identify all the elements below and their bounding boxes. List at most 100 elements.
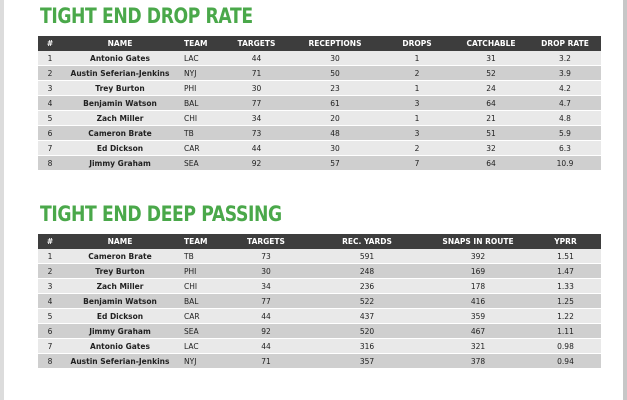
cell-drops: 1	[381, 80, 453, 96]
cell-yprr: 1.33	[530, 278, 601, 294]
cell-yprr: 1.47	[530, 263, 601, 279]
table-row: 5 Zach Miller CHI 34 20 1 21 4.8	[38, 110, 601, 126]
cell-rank: 2	[38, 263, 62, 279]
col-header-rank: #	[38, 36, 62, 51]
cell-drop-rate: 4.2	[529, 80, 601, 96]
cell-rank: 4	[38, 293, 62, 309]
table-row: 4 Benjamin Watson BAL 77 61 3 64 4.7	[38, 95, 601, 111]
cell-drop-rate: 4.8	[529, 110, 601, 126]
table-row: 7 Ed Dickson CAR 44 30 2 32 6.3	[38, 140, 601, 156]
cell-yprr: 1.22	[530, 308, 601, 324]
drop-rate-title: TIGHT END DROP RATE	[40, 4, 253, 28]
cell-receptions: 23	[289, 80, 381, 96]
table-row: 1 Cameron Brate TB 73 591 392 1.51	[38, 249, 601, 264]
col-header-name: NAME	[62, 234, 178, 249]
cell-team: SEA	[178, 155, 224, 171]
cell-rank: 1	[38, 51, 62, 66]
deep-passing-title: TIGHT END DEEP PASSING	[40, 202, 282, 226]
cell-yprr: 0.98	[530, 338, 601, 354]
table-row: 3 Zach Miller CHI 34 236 178 1.33	[38, 278, 601, 294]
cell-snaps-in-route: 359	[426, 308, 530, 324]
col-header-catchable: CATCHABLE	[453, 36, 529, 51]
cell-rank: 5	[38, 308, 62, 324]
cell-yprr: 1.11	[530, 323, 601, 339]
cell-targets: 92	[224, 155, 289, 171]
cell-name: Jimmy Graham	[62, 155, 178, 171]
cell-team: BAL	[178, 293, 224, 309]
cell-name: Benjamin Watson	[62, 293, 178, 309]
cell-rank: 7	[38, 338, 62, 354]
cell-catchable: 21	[453, 110, 529, 126]
cell-targets: 73	[224, 249, 308, 264]
cell-receptions: 20	[289, 110, 381, 126]
cell-rank: 6	[38, 323, 62, 339]
cell-targets: 44	[224, 308, 308, 324]
col-header-yprr: YPRR	[530, 234, 601, 249]
col-header-receptions: RECEPTIONS	[289, 36, 381, 51]
cell-drops: 2	[381, 65, 453, 81]
cell-targets: 77	[224, 95, 289, 111]
cell-snaps-in-route: 467	[426, 323, 530, 339]
col-header-drops: DROPS	[381, 36, 453, 51]
cell-rec-yards: 248	[308, 263, 426, 279]
cell-drops: 1	[381, 51, 453, 66]
cell-catchable: 32	[453, 140, 529, 156]
col-header-drop-rate: DROP RATE	[529, 36, 601, 51]
cell-targets: 34	[224, 110, 289, 126]
cell-receptions: 57	[289, 155, 381, 171]
cell-name: Antonio Gates	[62, 51, 178, 66]
col-header-rank: #	[38, 234, 62, 249]
cell-rank: 8	[38, 353, 62, 369]
cell-rank: 3	[38, 80, 62, 96]
cell-drops: 3	[381, 95, 453, 111]
cell-targets: 71	[224, 65, 289, 81]
cell-catchable: 64	[453, 155, 529, 171]
cell-yprr: 0.94	[530, 353, 601, 369]
col-header-snaps-in-route: SNAPS IN ROUTE	[426, 234, 530, 249]
cell-name: Austin Seferian-Jenkins	[62, 353, 178, 369]
table-row: 3 Trey Burton PHI 30 23 1 24 4.2	[38, 80, 601, 96]
cell-targets: 44	[224, 51, 289, 66]
col-header-targets: TARGETS	[224, 36, 289, 51]
table-header-row: # NAME TEAM TARGETS RECEPTIONS DROPS CAT…	[38, 36, 601, 51]
table-row: 1 Antonio Gates LAC 44 30 1 31 3.2	[38, 51, 601, 66]
cell-name: Trey Burton	[62, 80, 178, 96]
cell-drops: 1	[381, 110, 453, 126]
cell-receptions: 48	[289, 125, 381, 141]
table-header-row: # NAME TEAM TARGETS REC. YARDS SNAPS IN …	[38, 234, 601, 249]
col-header-targets: TARGETS	[224, 234, 308, 249]
cell-rec-yards: 437	[308, 308, 426, 324]
cell-team: PHI	[178, 263, 224, 279]
cell-targets: 73	[224, 125, 289, 141]
cell-team: NYJ	[178, 353, 224, 369]
cell-rank: 8	[38, 155, 62, 171]
cell-targets: 30	[224, 263, 308, 279]
col-header-rec-yards: REC. YARDS	[308, 234, 426, 249]
cell-snaps-in-route: 321	[426, 338, 530, 354]
cell-team: LAC	[178, 51, 224, 66]
deep-passing-table: # NAME TEAM TARGETS REC. YARDS SNAPS IN …	[38, 234, 601, 369]
table-row: 2 Austin Seferian-Jenkins NYJ 71 50 2 52…	[38, 65, 601, 81]
cell-rec-yards: 236	[308, 278, 426, 294]
cell-targets: 34	[224, 278, 308, 294]
cell-name: Trey Burton	[62, 263, 178, 279]
cell-team: TB	[178, 125, 224, 141]
cell-catchable: 24	[453, 80, 529, 96]
cell-drop-rate: 6.3	[529, 140, 601, 156]
cell-name: Zach Miller	[62, 278, 178, 294]
cell-name: Ed Dickson	[62, 308, 178, 324]
table-row: 5 Ed Dickson CAR 44 437 359 1.22	[38, 308, 601, 324]
cell-drop-rate: 3.9	[529, 65, 601, 81]
cell-targets: 92	[224, 323, 308, 339]
col-header-name: NAME	[62, 36, 178, 51]
cell-drops: 7	[381, 155, 453, 171]
cell-rank: 7	[38, 140, 62, 156]
drop-rate-table: # NAME TEAM TARGETS RECEPTIONS DROPS CAT…	[38, 36, 601, 171]
cell-receptions: 61	[289, 95, 381, 111]
page-scrollbar-edge	[623, 0, 627, 400]
cell-yprr: 1.25	[530, 293, 601, 309]
table-row: 8 Jimmy Graham SEA 92 57 7 64 10.9	[38, 155, 601, 171]
cell-team: SEA	[178, 323, 224, 339]
col-header-team: TEAM	[178, 36, 224, 51]
cell-catchable: 64	[453, 95, 529, 111]
